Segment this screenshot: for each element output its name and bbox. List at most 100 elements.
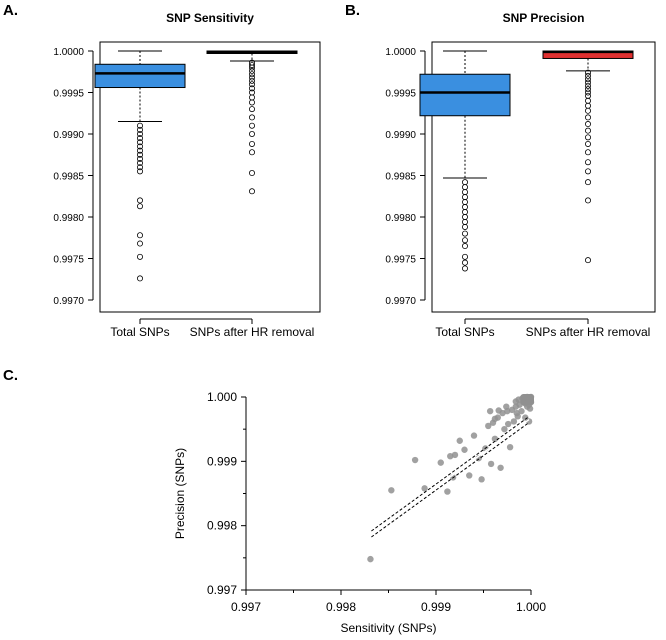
panel-b-box-total-outlier <box>461 184 468 191</box>
panel-b-x-tick-label: SNPs after HR removal <box>526 325 651 339</box>
panel-b-box-total-outlier <box>461 265 468 272</box>
panel-a-x-tick-label: Total SNPs <box>110 325 169 339</box>
panel-c-confidence-lower <box>371 422 530 538</box>
panel-b-y-tick-label: 0.9985 <box>385 172 416 183</box>
panel-b-box-hr-removed-outlier <box>585 72 592 79</box>
panel-b-box-hr-removed-outlier <box>585 159 592 166</box>
panel-a-box-total-outlier <box>136 155 143 162</box>
panel-a-y-tick-label: 0.9980 <box>53 213 84 224</box>
panel-b-box-hr-removed-outlier <box>585 102 592 109</box>
panel-b-y-tick-label: 0.9980 <box>385 213 416 224</box>
panel-a-box-total-outlier <box>136 164 143 171</box>
panel-c-point <box>437 459 444 466</box>
panel-label-c: C. <box>3 367 18 384</box>
panel-b-box-total-outlier <box>461 259 468 266</box>
panel-b-box-hr-removed-outlier <box>585 79 592 86</box>
panel-c-point <box>525 401 533 408</box>
panel-c-x-label: Sensitivity (SNPs) <box>340 621 436 635</box>
panel-b-box-hr-removed-outlier <box>585 92 592 99</box>
panel-a-box-hr-removed-outlier <box>248 62 255 69</box>
panel-c-point <box>388 487 395 494</box>
panel-b-box-total-outlier <box>461 230 468 237</box>
panel-c-point <box>466 472 473 479</box>
panel-b-box-hr-removed-outlier <box>585 82 592 89</box>
panel-c-point <box>501 425 508 433</box>
panel-a-box-hr-removed-outlier <box>248 85 255 92</box>
panel-b-title: SNP Precision <box>503 11 585 25</box>
panel-c-x-tick-label: 0.997 <box>231 600 261 614</box>
panel-b-box-total-outlier <box>461 194 468 201</box>
panel-b-box-hr-removed-outlier <box>585 140 592 147</box>
panel-b-box-hr-removed-outlier <box>585 197 592 204</box>
panel-b-box-hr-removed-outlier <box>585 168 592 175</box>
panel-c-point <box>470 432 478 439</box>
panel-a-box-total-outlier <box>136 126 143 133</box>
panel-c-point <box>491 415 499 423</box>
panel-a-y-tick-label: 0.9975 <box>53 255 84 266</box>
panel-c-point <box>444 488 451 495</box>
panel-c-point <box>495 407 502 414</box>
panel-c-point <box>522 414 529 421</box>
panel-b-box-hr-removed-outlier <box>585 76 592 83</box>
panel-b-box-total-outlier <box>461 223 468 230</box>
panel-a-box-hr-removed-outlier <box>248 81 255 88</box>
panel-label-a: A. <box>3 2 18 19</box>
panel-c-x-tick-label: 0.999 <box>421 600 451 614</box>
panel-a-box-hr-removed-outlier <box>248 71 255 78</box>
panel-c-point <box>421 485 428 492</box>
panel-label-b: B. <box>345 2 360 19</box>
panel-b-box-hr-removed-outlier <box>585 121 592 128</box>
panel-a-box-total-outlier <box>136 122 143 129</box>
panel-a-box-hr-removed-outlier <box>248 188 255 195</box>
panel-c-confidence-upper <box>371 416 530 532</box>
panel-b-box-total-outlier <box>461 237 468 244</box>
panel-b-box-total-outlier <box>461 204 468 211</box>
panel-b-box-hr-removed-outlier <box>585 179 592 186</box>
panel-a-box-total-outlier <box>136 160 143 167</box>
panel-a-box-total-outlier <box>136 197 143 204</box>
panel-c-y-tick-label: 0.998 <box>207 519 237 533</box>
panel-a-box-hr-removed-outlier <box>248 122 255 129</box>
panel-c-y-tick-label: 0.997 <box>207 583 237 597</box>
panel-a-box-total-outlier <box>136 275 143 282</box>
panel-c-point <box>485 422 492 430</box>
panel-c-point <box>411 456 419 464</box>
panel-c-y-tick-label: 1.000 <box>207 390 237 404</box>
panel-a-y-tick-label: 0.9990 <box>53 130 84 141</box>
panel-c-point <box>506 443 514 451</box>
panel-a-y-tick-label: 1.0000 <box>53 47 84 58</box>
panel-b-box-total-outlier <box>461 218 468 225</box>
panel-a-box-hr-removed-outlier <box>248 106 255 113</box>
panel-c-point <box>505 420 512 428</box>
panel-c-point <box>491 435 499 443</box>
panel-b-box-hr-removed-outlier <box>585 86 592 93</box>
panel-b-y-tick-label: 0.9995 <box>385 89 416 100</box>
panel-b-box-total-outlier <box>461 179 468 186</box>
panel-c-point <box>456 437 463 444</box>
panel-a-box-hr-removed-outlier <box>248 64 255 71</box>
panel-b-frame <box>431 41 656 313</box>
panel-b-y-tick-label: 0.9970 <box>385 296 416 307</box>
panel-a-box-total-outlier <box>136 168 143 175</box>
panel-b-y-tick-label: 1.0000 <box>385 47 416 58</box>
panel-a-box-total <box>94 63 186 89</box>
panel-c-point <box>497 464 504 471</box>
panel-b-x-tick-label: Total SNPs <box>435 325 494 339</box>
panel-c-x-tick-label: 0.998 <box>326 600 356 614</box>
panel-a-box-total-outlier <box>136 135 143 142</box>
panel-b-y-tick-label: 0.9975 <box>385 255 416 266</box>
panel-a-box-total-outlier <box>136 151 143 158</box>
panel-b-box-total-outlier <box>461 209 468 216</box>
panel-b-box-hr-removed-outlier <box>585 257 592 264</box>
panel-a-box-total-outlier <box>136 240 143 247</box>
panel-a-box-total-outlier <box>136 143 143 150</box>
panel-b-box-hr-removed-outlier <box>585 97 592 104</box>
panel-a-box-hr-removed-outlier <box>248 67 255 74</box>
panel-a-box-hr-removed-outlier <box>248 130 255 137</box>
panel-b-box-total-outlier <box>461 213 468 220</box>
panel-a-box-hr-removed-outlier <box>248 99 255 106</box>
panel-a-y-tick-label: 0.9985 <box>53 172 84 183</box>
panel-a-box-hr-removed-outlier <box>248 114 255 121</box>
panel-b-box-total <box>419 73 511 117</box>
